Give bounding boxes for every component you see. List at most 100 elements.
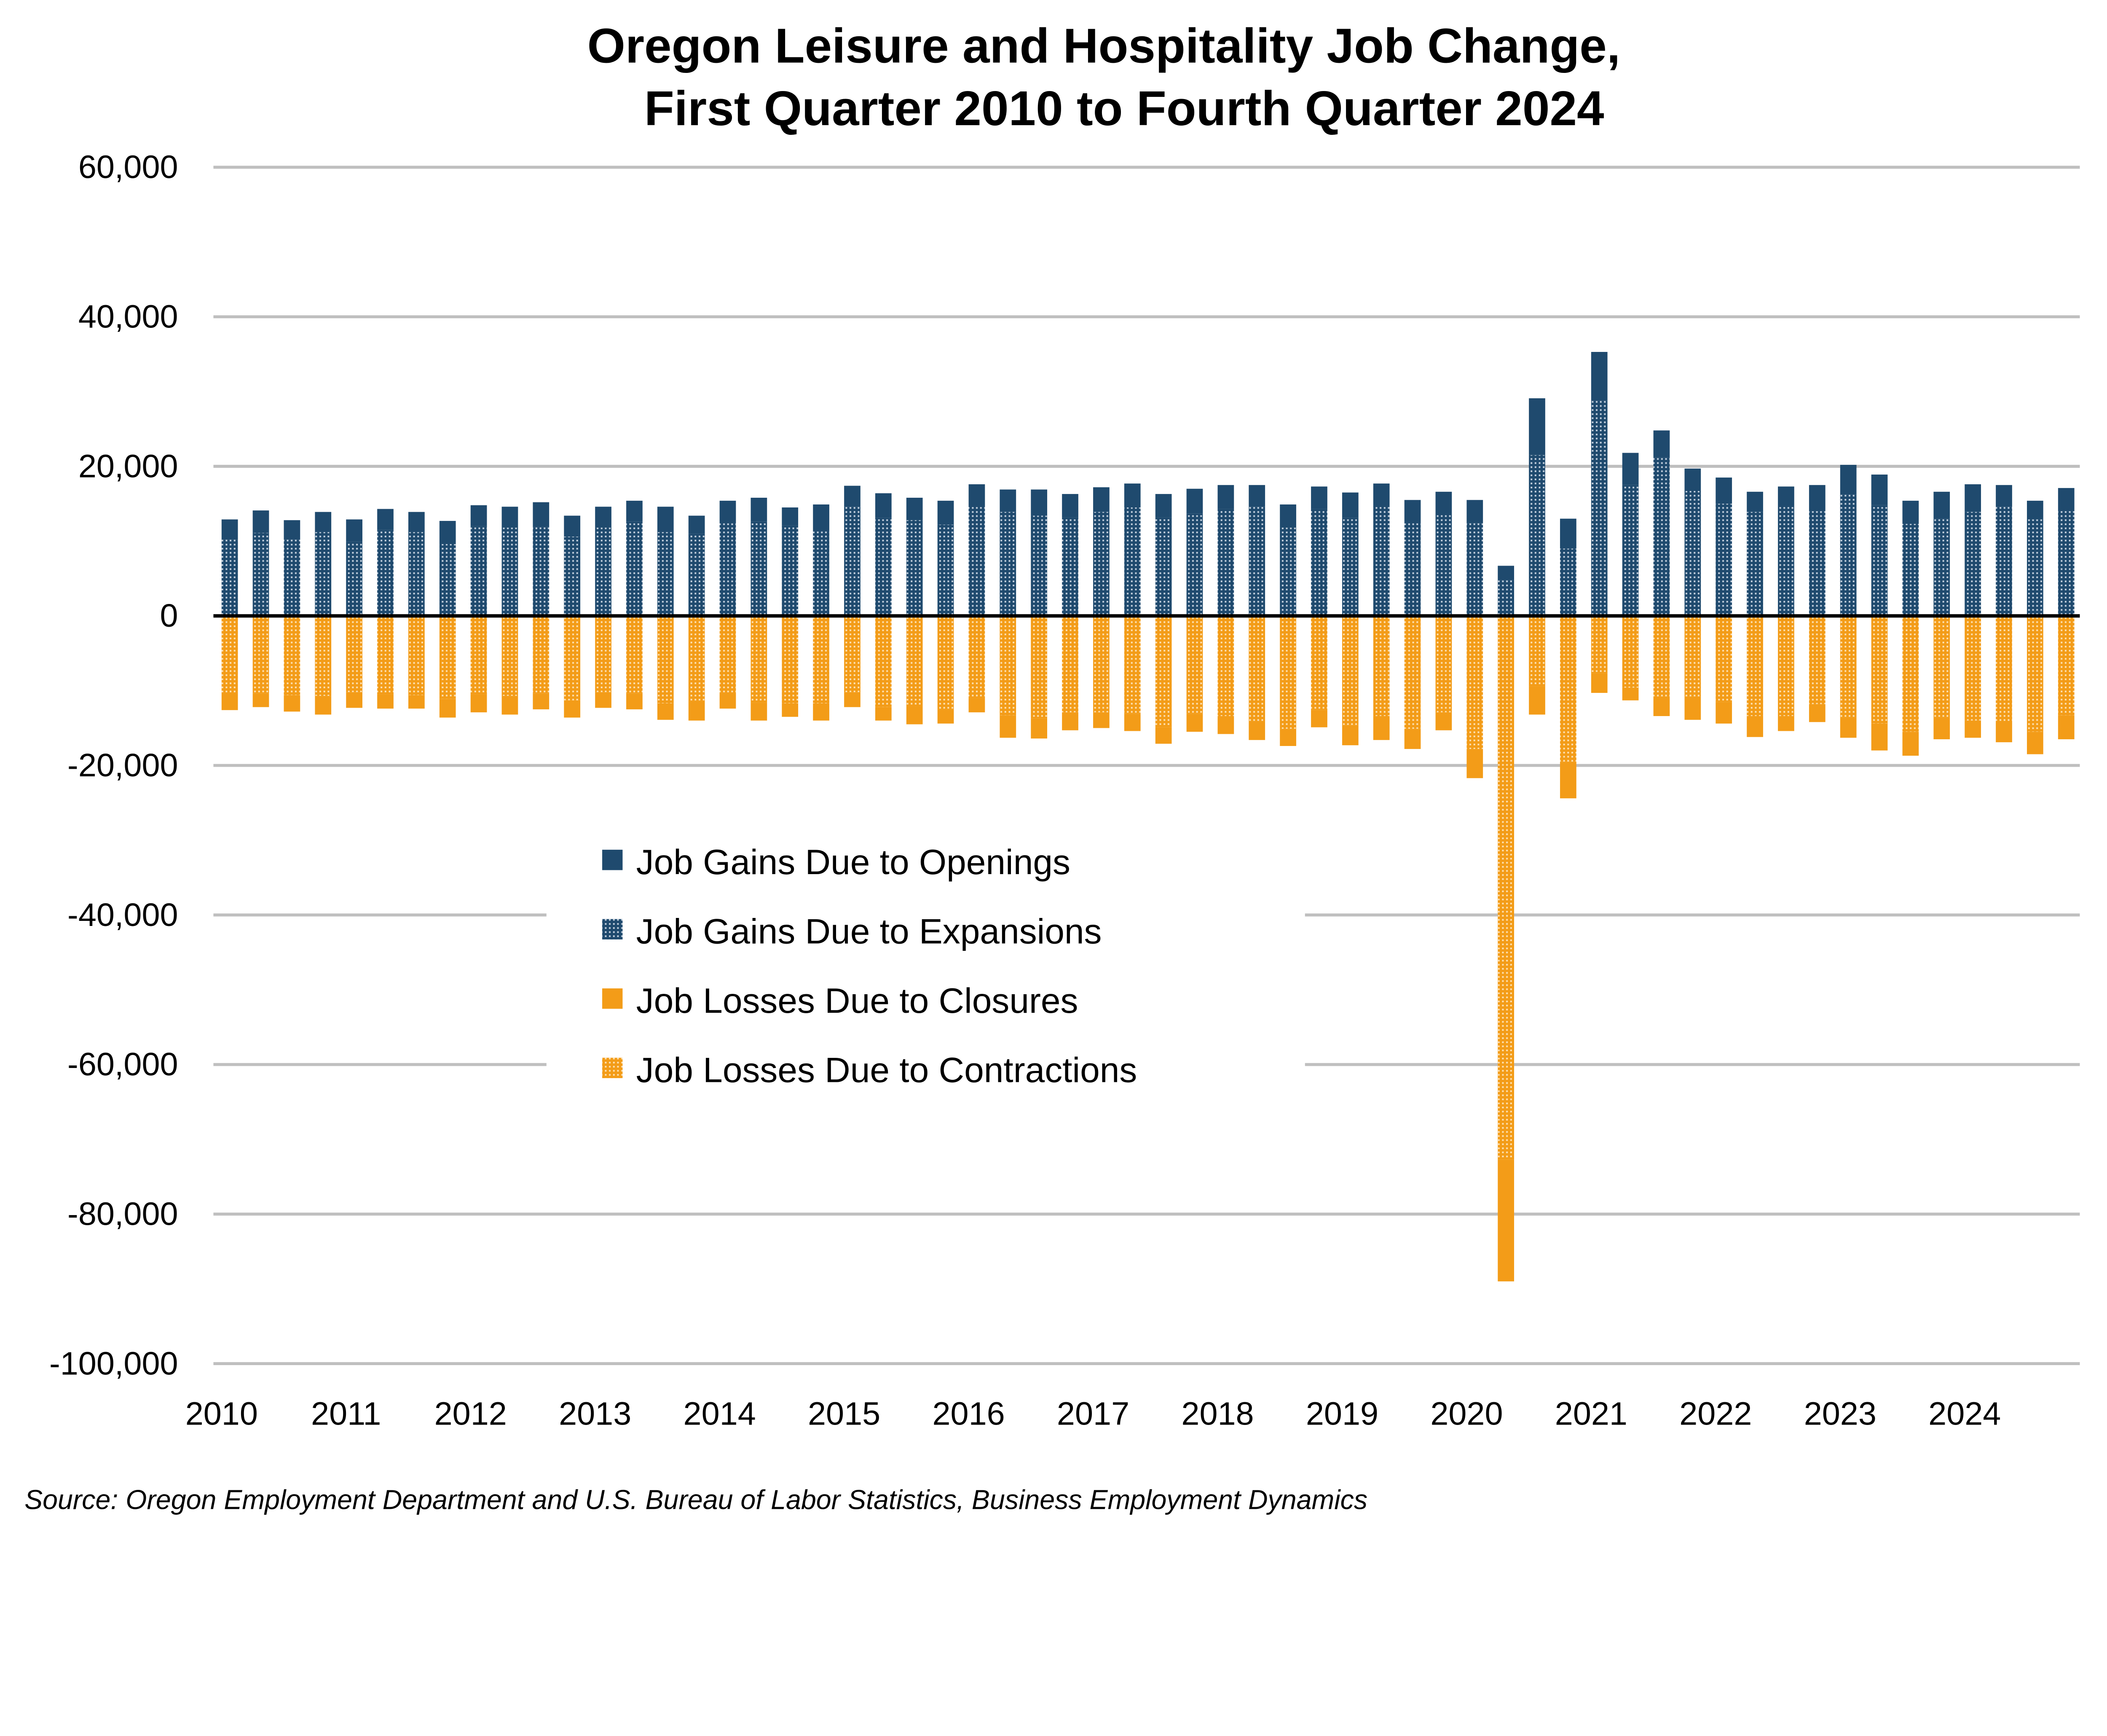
bar-closures (906, 706, 923, 724)
bar-contractions (470, 616, 487, 695)
bar-expansions (626, 521, 643, 616)
bar-openings (470, 505, 487, 526)
bar-contractions (1684, 616, 1701, 697)
x-tick-label: 2012 (434, 1396, 507, 1432)
bar-contractions (1840, 616, 1857, 718)
bar-openings (844, 486, 860, 507)
bar-contractions (1809, 616, 1826, 704)
bar-contractions (1622, 616, 1639, 688)
bar-expansions (937, 524, 954, 616)
bar-closures (1217, 716, 1234, 734)
bar-openings (2058, 488, 2075, 511)
bar-contractions (1560, 616, 1576, 762)
bar-contractions (1062, 616, 1078, 713)
bar-expansions (1778, 506, 1794, 616)
chart-background (0, 0, 2107, 1527)
y-tick-label: -100,000 (49, 1345, 178, 1382)
bar-expansions (377, 530, 394, 616)
bar-expansions (1996, 507, 2012, 616)
bar-closures (1342, 725, 1359, 746)
bar-contractions (1404, 616, 1421, 729)
bar-openings (1902, 501, 1919, 524)
bar-contractions (719, 616, 736, 693)
bar-expansions (875, 518, 892, 616)
bar-contractions (937, 616, 954, 710)
bar-openings (782, 507, 799, 526)
chart-subtitle: First Quarter 2010 to Fourth Quarter 202… (644, 81, 1604, 136)
bar-contractions (1996, 616, 2012, 723)
bar-closures (1902, 732, 1919, 756)
bar-expansions (439, 544, 456, 616)
bar-openings (657, 507, 674, 532)
bar-contractions (1217, 616, 1234, 716)
bar-contractions (751, 616, 767, 703)
bar-expansions (1311, 509, 1327, 616)
bar-openings (315, 512, 332, 532)
bar-contractions (1373, 616, 1390, 716)
bar-contractions (1093, 616, 1110, 713)
bar-expansions (1466, 523, 1483, 616)
bar-expansions (1186, 513, 1203, 616)
bar-contractions (1653, 616, 1670, 697)
bar-contractions (1031, 616, 1048, 719)
bar-expansions (346, 542, 362, 616)
bar-contractions (813, 616, 829, 703)
bar-closures (1809, 704, 1826, 722)
bar-contractions (1591, 616, 1608, 673)
bar-contractions (284, 616, 300, 695)
bar-expansions (1093, 512, 1110, 616)
bar-expansions (1373, 506, 1390, 616)
bar-expansions (315, 532, 332, 616)
bar-closures (1747, 716, 1763, 737)
bar-contractions (1124, 616, 1141, 714)
bar-closures (875, 707, 892, 721)
bar-openings (564, 515, 581, 537)
x-tick-label: 2022 (1679, 1396, 1752, 1432)
bar-openings (1591, 351, 1608, 401)
bar-openings (1155, 494, 1172, 518)
bar-contractions (1965, 616, 1981, 721)
bar-expansions (782, 525, 799, 616)
bar-openings (252, 510, 269, 533)
x-tick-label: 2018 (1181, 1396, 1254, 1432)
bar-openings (1217, 485, 1234, 509)
bar-expansions (1280, 527, 1296, 616)
y-tick-label: -60,000 (67, 1046, 178, 1083)
bar-closures (595, 692, 611, 708)
x-tick-label: 2017 (1057, 1396, 1129, 1432)
y-tick-label: -20,000 (67, 747, 178, 783)
bar-closures (501, 696, 518, 715)
bar-openings (284, 520, 300, 540)
x-tick-label: 2020 (1430, 1396, 1503, 1432)
bar-openings (1778, 486, 1794, 506)
bar-closures (1529, 686, 1545, 715)
bar-contractions (1249, 616, 1265, 722)
bar-openings (1996, 485, 2012, 507)
bar-closures (1124, 714, 1141, 731)
bar-closures (1653, 696, 1670, 716)
bar-closures (1778, 716, 1794, 731)
bar-contractions (1280, 616, 1296, 729)
bar-closures (533, 693, 550, 710)
bar-closures (564, 700, 581, 718)
bar-closures (1435, 712, 1452, 730)
bar-expansions (719, 522, 736, 616)
y-axis-tick-labels: 60,000 40,000 20,000 0 -20,000 -40,000 -60,000… (49, 149, 178, 1382)
bar-closures (377, 694, 394, 709)
bar-openings (1093, 487, 1110, 512)
bar-expansions (1435, 514, 1452, 616)
legend-label: Job Losses Due to Closures (636, 981, 1078, 1020)
bar-openings (1373, 483, 1390, 506)
bar-contractions (439, 616, 456, 699)
bar-contractions (2058, 616, 2075, 716)
bar-openings (968, 484, 985, 506)
bar-openings (1435, 491, 1452, 514)
bar-openings (906, 497, 923, 521)
bar-expansions (284, 539, 300, 616)
bar-expansions (1965, 512, 1981, 616)
bar-closures (1280, 729, 1296, 746)
bar-openings (501, 507, 518, 528)
bar-contractions (1435, 616, 1452, 713)
bar-expansions (1840, 494, 1857, 616)
y-tick-label: 60,000 (78, 149, 178, 185)
